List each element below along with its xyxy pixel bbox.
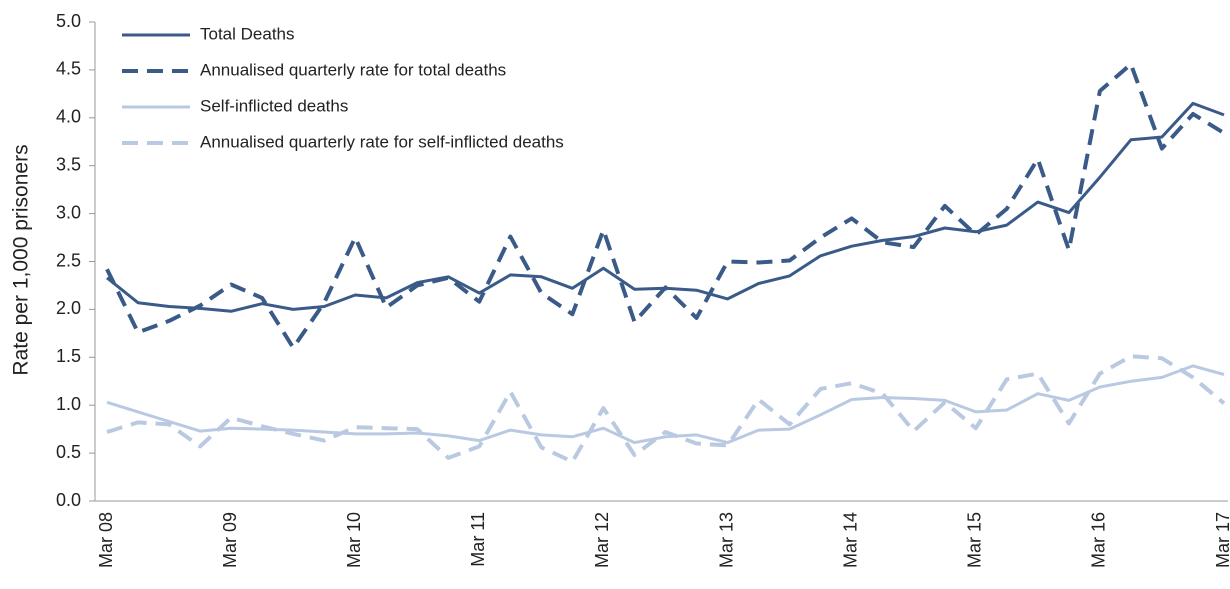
series-line	[106, 364, 1225, 445]
y-tick-label: 2.5	[56, 250, 81, 270]
y-tick-label: 1.0	[56, 394, 81, 414]
legend-label: Total Deaths	[200, 24, 295, 43]
x-tick-label: Mar 09	[220, 512, 240, 568]
y-tick-label: 1.5	[56, 346, 81, 366]
x-tick-label: Mar 14	[840, 512, 860, 568]
x-tick-label: Mar 17	[1213, 512, 1230, 568]
y-tick-label: 3.5	[56, 154, 81, 174]
y-tick-label: 5.0	[56, 11, 81, 31]
legend-label: Annualised quarterly rate for self-infli…	[200, 132, 564, 151]
y-tick-label: 0.0	[56, 490, 81, 510]
x-tick-label: Mar 12	[592, 512, 612, 568]
legend-label: Annualised quarterly rate for total deat…	[200, 60, 506, 79]
x-tick-label: Mar 16	[1089, 512, 1109, 568]
series-line	[105, 62, 1226, 350]
y-tick-label: 4.5	[56, 59, 81, 79]
x-tick-label: Mar 08	[96, 512, 116, 568]
y-axis-label: Rate per 1,000 prisoners	[10, 144, 33, 375]
series-line	[106, 354, 1226, 464]
y-tick-label: 3.0	[56, 202, 81, 222]
y-tick-label: 4.0	[56, 107, 81, 127]
y-tick-label: 0.5	[56, 442, 81, 462]
y-tick-label: 2.0	[56, 298, 81, 318]
x-tick-label: Mar 13	[716, 512, 736, 568]
x-tick-label: Mar 10	[344, 512, 364, 568]
x-tick-label: Mar 15	[965, 512, 985, 568]
x-tick-label: Mar 11	[468, 512, 488, 567]
legend-label: Self-inflicted deaths	[200, 96, 348, 115]
